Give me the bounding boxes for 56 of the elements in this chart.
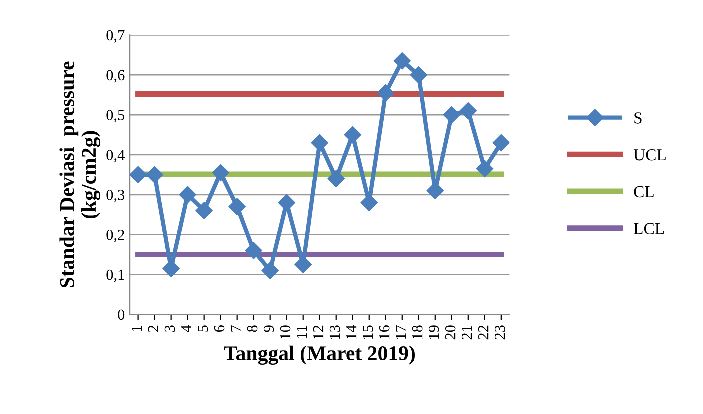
x-tick-label: 23 [494,326,506,340]
point [344,126,362,144]
point [492,134,510,152]
x-tick-label: 19 [428,326,440,339]
legend-label: LCL [634,223,664,234]
x-tick-label: 13 [330,326,340,339]
legend-label: S [634,112,642,124]
legend-label: UCL [634,149,666,161]
point [377,84,394,102]
y-tick-label: 0,2 [106,230,124,242]
point [245,242,262,260]
x-tick-label: 7 [231,325,242,332]
x-tick-label: 10 [280,326,291,339]
y-tick-label: 0,4 [106,150,125,163]
x-tick-label: 17 [396,325,406,339]
y-tick-label: 0,5 [106,110,125,123]
point [328,170,345,188]
point [196,202,213,220]
x-tick-label: 3 [164,326,176,332]
x-tick-label: 15 [362,326,374,339]
x-tick-label: 1 [132,326,142,332]
point [410,66,428,84]
x-tick-label: 4 [181,325,192,332]
point [311,134,328,152]
y-tick-label: 0,6 [106,70,125,83]
x-tick-label: 16 [379,326,390,339]
x-tick-label: 21 [462,326,472,340]
y-tick-label: 0 [118,310,125,320]
x-tick-label: 6 [214,326,225,332]
y-tick-label: 0,1 [106,270,124,282]
x-axis-title: Tanggal (Maret 2019) [224,346,416,365]
point [394,52,411,70]
y-axis-title: Standar Deviasi pressure (kg/cm2g) [60,62,101,288]
point [278,194,296,212]
x-tick-label: 12 [313,326,324,339]
y-tick-label: 0,7 [106,30,125,43]
x-tick-label: 20 [445,326,456,340]
x-tick-label: 18 [412,326,423,339]
point [262,262,279,280]
x-tick-label: 2 [148,326,158,332]
point [443,106,460,124]
point [146,166,164,184]
y-tick-label: 0,3 [106,190,125,203]
point [460,102,477,120]
point [476,160,494,178]
point [212,164,230,182]
x-tick-label: 5 [198,326,208,332]
x-tick-label: 9 [264,326,274,332]
point [130,166,147,184]
x-tick-label: 8 [247,326,258,332]
point [228,198,246,216]
legend-label: CL [634,186,654,198]
x-tick-label: 14 [346,325,357,339]
x-tick-label: 22 [478,326,489,340]
x-tick-label: 11 [296,326,308,338]
point [179,186,196,204]
